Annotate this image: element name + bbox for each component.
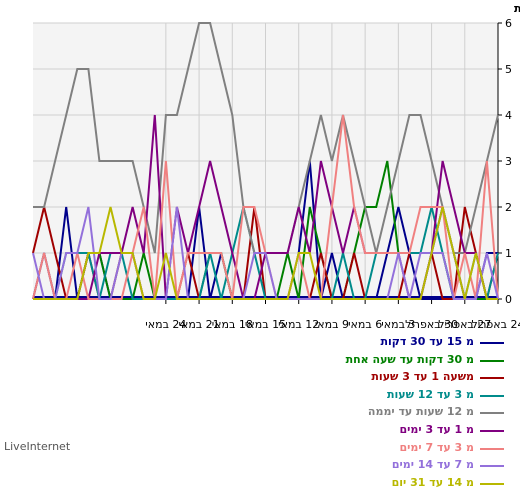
- legend-label: מ 3 עד 12 שעות: [387, 388, 474, 401]
- legend-item: מ 3 עד 12 שעות: [294, 387, 504, 405]
- y-tick-label: 0: [505, 293, 512, 306]
- x-tick-label: 3 במאי: [381, 318, 415, 331]
- legend-item: מ 15 עד 30 דקות: [294, 334, 504, 352]
- brand-label: LiveInternet: [4, 440, 70, 453]
- legend-label: מ 3 עד 7 ימים: [400, 441, 475, 454]
- legend-label: מ 30 דקות עד שעה אחת: [346, 353, 474, 366]
- y-tick-label: 2: [505, 201, 512, 214]
- legend-label: מ 15 עד 30 דקות: [380, 335, 474, 348]
- legend-item: מ 1 עד 3 ימים: [294, 422, 504, 440]
- x-tick-label: 9 במאי: [315, 318, 349, 331]
- legend-item: מ 7 עד 14 ימים: [294, 457, 504, 475]
- legend: מ 15 עד 30 דקות מ 30 דקות עד שעה אחת משעה …: [294, 334, 504, 492]
- legend-label: מ 14 עד 31 יום: [392, 476, 474, 489]
- legend-swatch: [480, 377, 504, 379]
- legend-item: מ 12 שעות עד יממה: [294, 404, 504, 422]
- legend-swatch: [480, 483, 504, 485]
- legend-label: מ 1 עד 3 ימים: [400, 423, 475, 436]
- x-tick-label: 24 במאי: [145, 318, 186, 331]
- y-axis-label: כמות: [514, 2, 520, 15]
- legend-swatch: [480, 360, 504, 362]
- legend-swatch: [480, 395, 504, 397]
- legend-swatch: [480, 465, 504, 467]
- legend-item: מ 30 דקות עד שעה אחת: [294, 352, 504, 370]
- y-tick-label: 5: [505, 63, 512, 76]
- legend-item: משעה 1 עד 3 שעות: [294, 369, 504, 387]
- legend-swatch: [480, 448, 504, 450]
- legend-item: מ 14 עד 31 יום: [294, 475, 504, 492]
- y-tick-label: 3: [505, 155, 512, 168]
- y-tick-label: 1: [505, 247, 512, 260]
- legend-label: מ 12 שעות עד יממה: [368, 405, 474, 418]
- y-tick-label: 4: [505, 109, 512, 122]
- legend-swatch: [480, 412, 504, 414]
- legend-label: משעה 1 עד 3 שעות: [371, 370, 474, 383]
- y-tick-label: 6: [505, 17, 512, 30]
- legend-label: מ 7 עד 14 ימים: [392, 458, 474, 471]
- x-tick-label: 6 במאי: [348, 318, 382, 331]
- legend-swatch: [480, 342, 504, 344]
- legend-swatch: [480, 430, 504, 432]
- legend-item: מ 3 עד 7 ימים: [294, 440, 504, 458]
